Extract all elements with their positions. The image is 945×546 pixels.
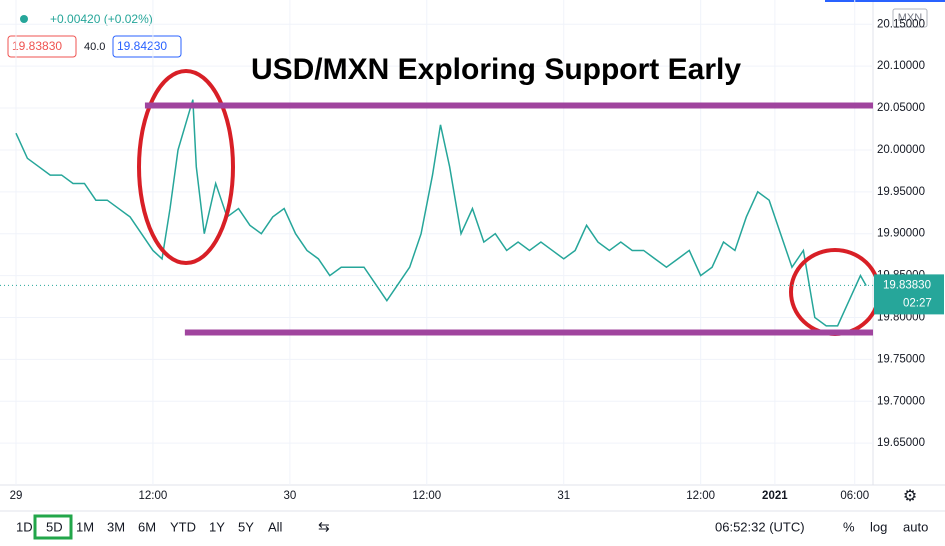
change: +0.00420 (+0.02%) xyxy=(50,12,153,26)
countdown: 02:27 xyxy=(903,297,932,309)
x-tick-label: 2021 xyxy=(762,490,788,502)
spread: 40.0 xyxy=(84,41,105,53)
bid: 19.83830 xyxy=(12,39,62,53)
range-button[interactable]: 5Y xyxy=(238,519,254,534)
highlight-circle xyxy=(137,69,235,265)
range-button[interactable]: 1M xyxy=(76,519,94,534)
compare-icon[interactable]: ⇆ xyxy=(318,519,330,535)
y-tick-label: 20.15000 xyxy=(877,18,925,30)
ask: 19.84230 xyxy=(117,39,167,53)
y-tick-label: 19.70000 xyxy=(877,395,925,407)
range-button[interactable]: 6M xyxy=(138,519,156,534)
range-button[interactable]: All xyxy=(268,519,283,534)
bid-box xyxy=(7,35,77,58)
range-selected xyxy=(33,514,73,540)
currency-box xyxy=(892,8,928,28)
currency: MXN xyxy=(898,12,923,24)
range-button[interactable]: 3M xyxy=(107,519,125,534)
x-tick-label: 06:00 xyxy=(840,490,869,502)
price-line xyxy=(15,99,867,327)
last-price-label: 19.83830 xyxy=(883,279,931,291)
status-dot xyxy=(20,15,28,23)
y-tick-label: 19.80000 xyxy=(877,312,925,324)
x-tick-label: 31 xyxy=(557,490,570,502)
axis-option[interactable]: % xyxy=(843,519,855,534)
last-price-box xyxy=(874,274,944,315)
axis-option[interactable]: auto xyxy=(903,519,928,534)
range-button[interactable]: 1Y xyxy=(209,519,225,534)
x-tick-label: 12:00 xyxy=(686,490,715,502)
y-tick-label: 19.75000 xyxy=(877,353,925,365)
y-tick-label: 19.95000 xyxy=(877,186,925,198)
clock: 06:52:32 (UTC) xyxy=(715,519,805,534)
x-tick-label: 12:00 xyxy=(139,490,168,502)
axis-option[interactable]: log xyxy=(870,519,887,534)
x-tick-label: 12:00 xyxy=(412,490,441,502)
range-button[interactable]: 5D xyxy=(46,519,63,534)
settings-icon[interactable]: ⚙ xyxy=(903,488,917,505)
range-button[interactable]: YTD xyxy=(170,519,196,534)
y-tick-label: 20.05000 xyxy=(877,102,925,114)
y-tick-label: 20.10000 xyxy=(877,60,925,72)
y-tick-label: 19.65000 xyxy=(877,437,925,449)
x-tick-label: 30 xyxy=(283,490,296,502)
y-tick-label: 20.00000 xyxy=(877,144,925,156)
range-button[interactable]: 1D xyxy=(16,519,33,534)
ask-box xyxy=(112,35,182,58)
y-tick-label: 19.90000 xyxy=(877,228,925,240)
chart-title: USD/MXN Exploring Support Early xyxy=(251,53,741,86)
x-tick-label: 29 xyxy=(10,490,23,502)
